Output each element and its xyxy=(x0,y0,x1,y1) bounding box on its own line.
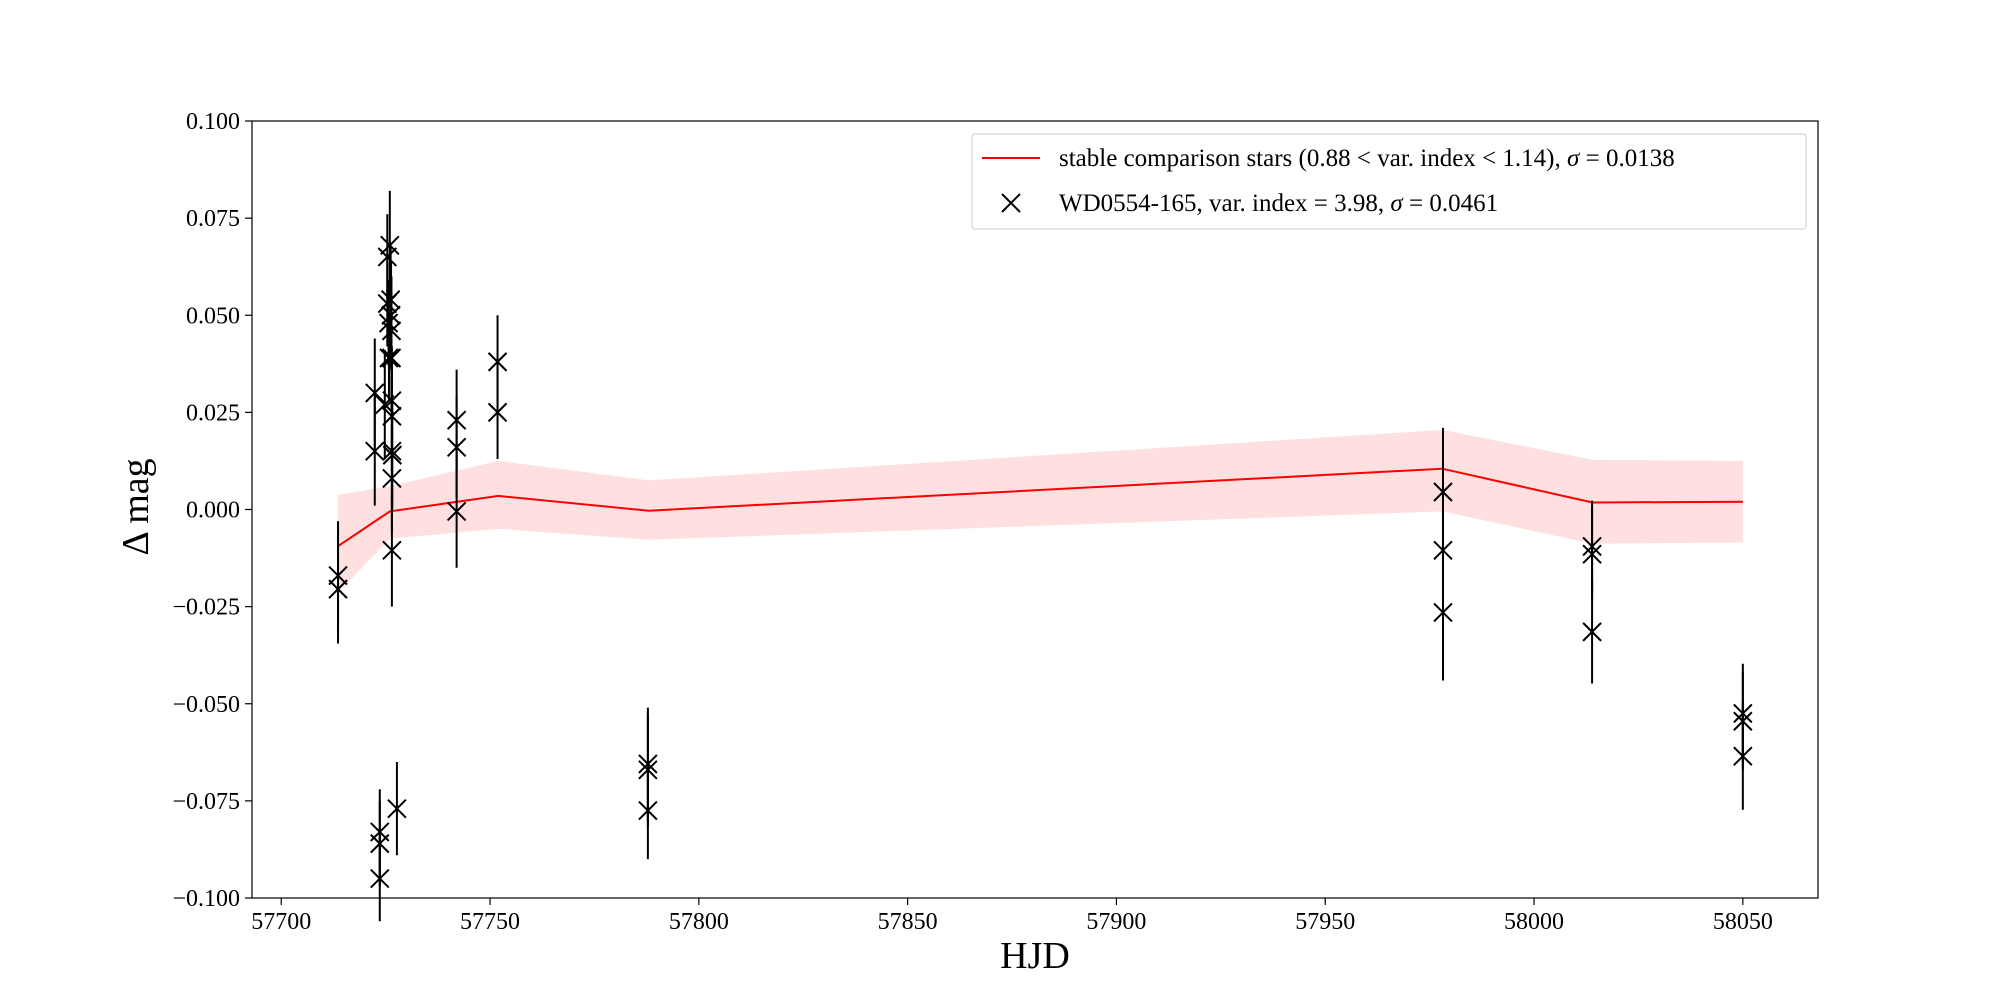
x-marker xyxy=(487,352,508,372)
x-tick-label: 57950 xyxy=(1295,909,1355,935)
x-tick-label: 58000 xyxy=(1504,909,1564,935)
x-marker xyxy=(1433,602,1453,623)
x-marker xyxy=(446,437,467,458)
x-marker xyxy=(638,800,658,821)
x-marker xyxy=(387,798,407,819)
legend-box xyxy=(971,133,1807,230)
x-marker xyxy=(382,445,403,465)
y-tick-label: −0.100 xyxy=(172,886,240,912)
wd-data-point xyxy=(1733,702,1753,810)
y-tick-label: 0.025 xyxy=(186,400,240,426)
legend-entry-label: WD0554-165, var. index = 3.98, σ = 0.046… xyxy=(1059,190,1498,217)
x-tick-label: 57750 xyxy=(460,909,520,935)
y-axis-label: Δ mag xyxy=(115,458,157,555)
wd-data-point xyxy=(387,762,407,856)
y-tick-label: 0.000 xyxy=(186,498,240,524)
wd-data-point xyxy=(365,396,385,506)
x-tick-label: 57700 xyxy=(251,909,311,935)
x-marker xyxy=(1582,544,1602,564)
plot-area xyxy=(328,190,1753,922)
x-marker xyxy=(328,579,348,599)
axes-frame xyxy=(251,120,1819,899)
x-tick-label: 57900 xyxy=(1086,909,1146,935)
y-tick-label: −0.025 xyxy=(172,595,240,621)
legend: stable comparison stars (0.88 < var. ind… xyxy=(971,133,1807,230)
legend-x-swatch xyxy=(1001,193,1021,213)
axis-ticks: 57700 57750 57800 57850 57900 57950 58000 58050… xyxy=(172,109,1772,935)
wd-data-point xyxy=(328,534,348,644)
y-tick-label: 0.100 xyxy=(186,109,240,135)
wd-data-point xyxy=(382,493,402,607)
x-marker xyxy=(365,441,385,461)
legend-entry-label: stable comparison stars (0.88 < var. ind… xyxy=(1059,145,1675,172)
y-tick-label: 0.050 xyxy=(186,303,240,329)
wd-data-point xyxy=(638,762,658,860)
x-marker xyxy=(365,383,385,403)
x-tick-label: 57800 xyxy=(669,909,729,935)
x-marker xyxy=(1582,622,1602,642)
y-tick-label: −0.075 xyxy=(172,789,240,815)
wd-data-point xyxy=(1582,580,1602,684)
x-tick-label: 57850 xyxy=(878,909,938,935)
wd-data-point xyxy=(382,400,403,510)
x-marker xyxy=(487,402,508,423)
x-marker xyxy=(1733,746,1753,766)
wd-data-point xyxy=(1433,544,1453,681)
x-marker xyxy=(377,247,398,267)
y-tick-label: 0.075 xyxy=(186,206,240,232)
x-marker xyxy=(382,540,402,560)
x-axis-label: HJD xyxy=(1000,935,1070,977)
wd-data-point xyxy=(487,365,508,459)
wd-data-point xyxy=(370,835,390,922)
wd-data-point xyxy=(446,455,467,568)
x-tick-label: 58050 xyxy=(1713,909,1773,935)
x-marker xyxy=(379,348,399,368)
x-marker xyxy=(446,501,467,522)
x-marker xyxy=(370,868,390,889)
y-tick-label: −0.050 xyxy=(172,692,240,718)
